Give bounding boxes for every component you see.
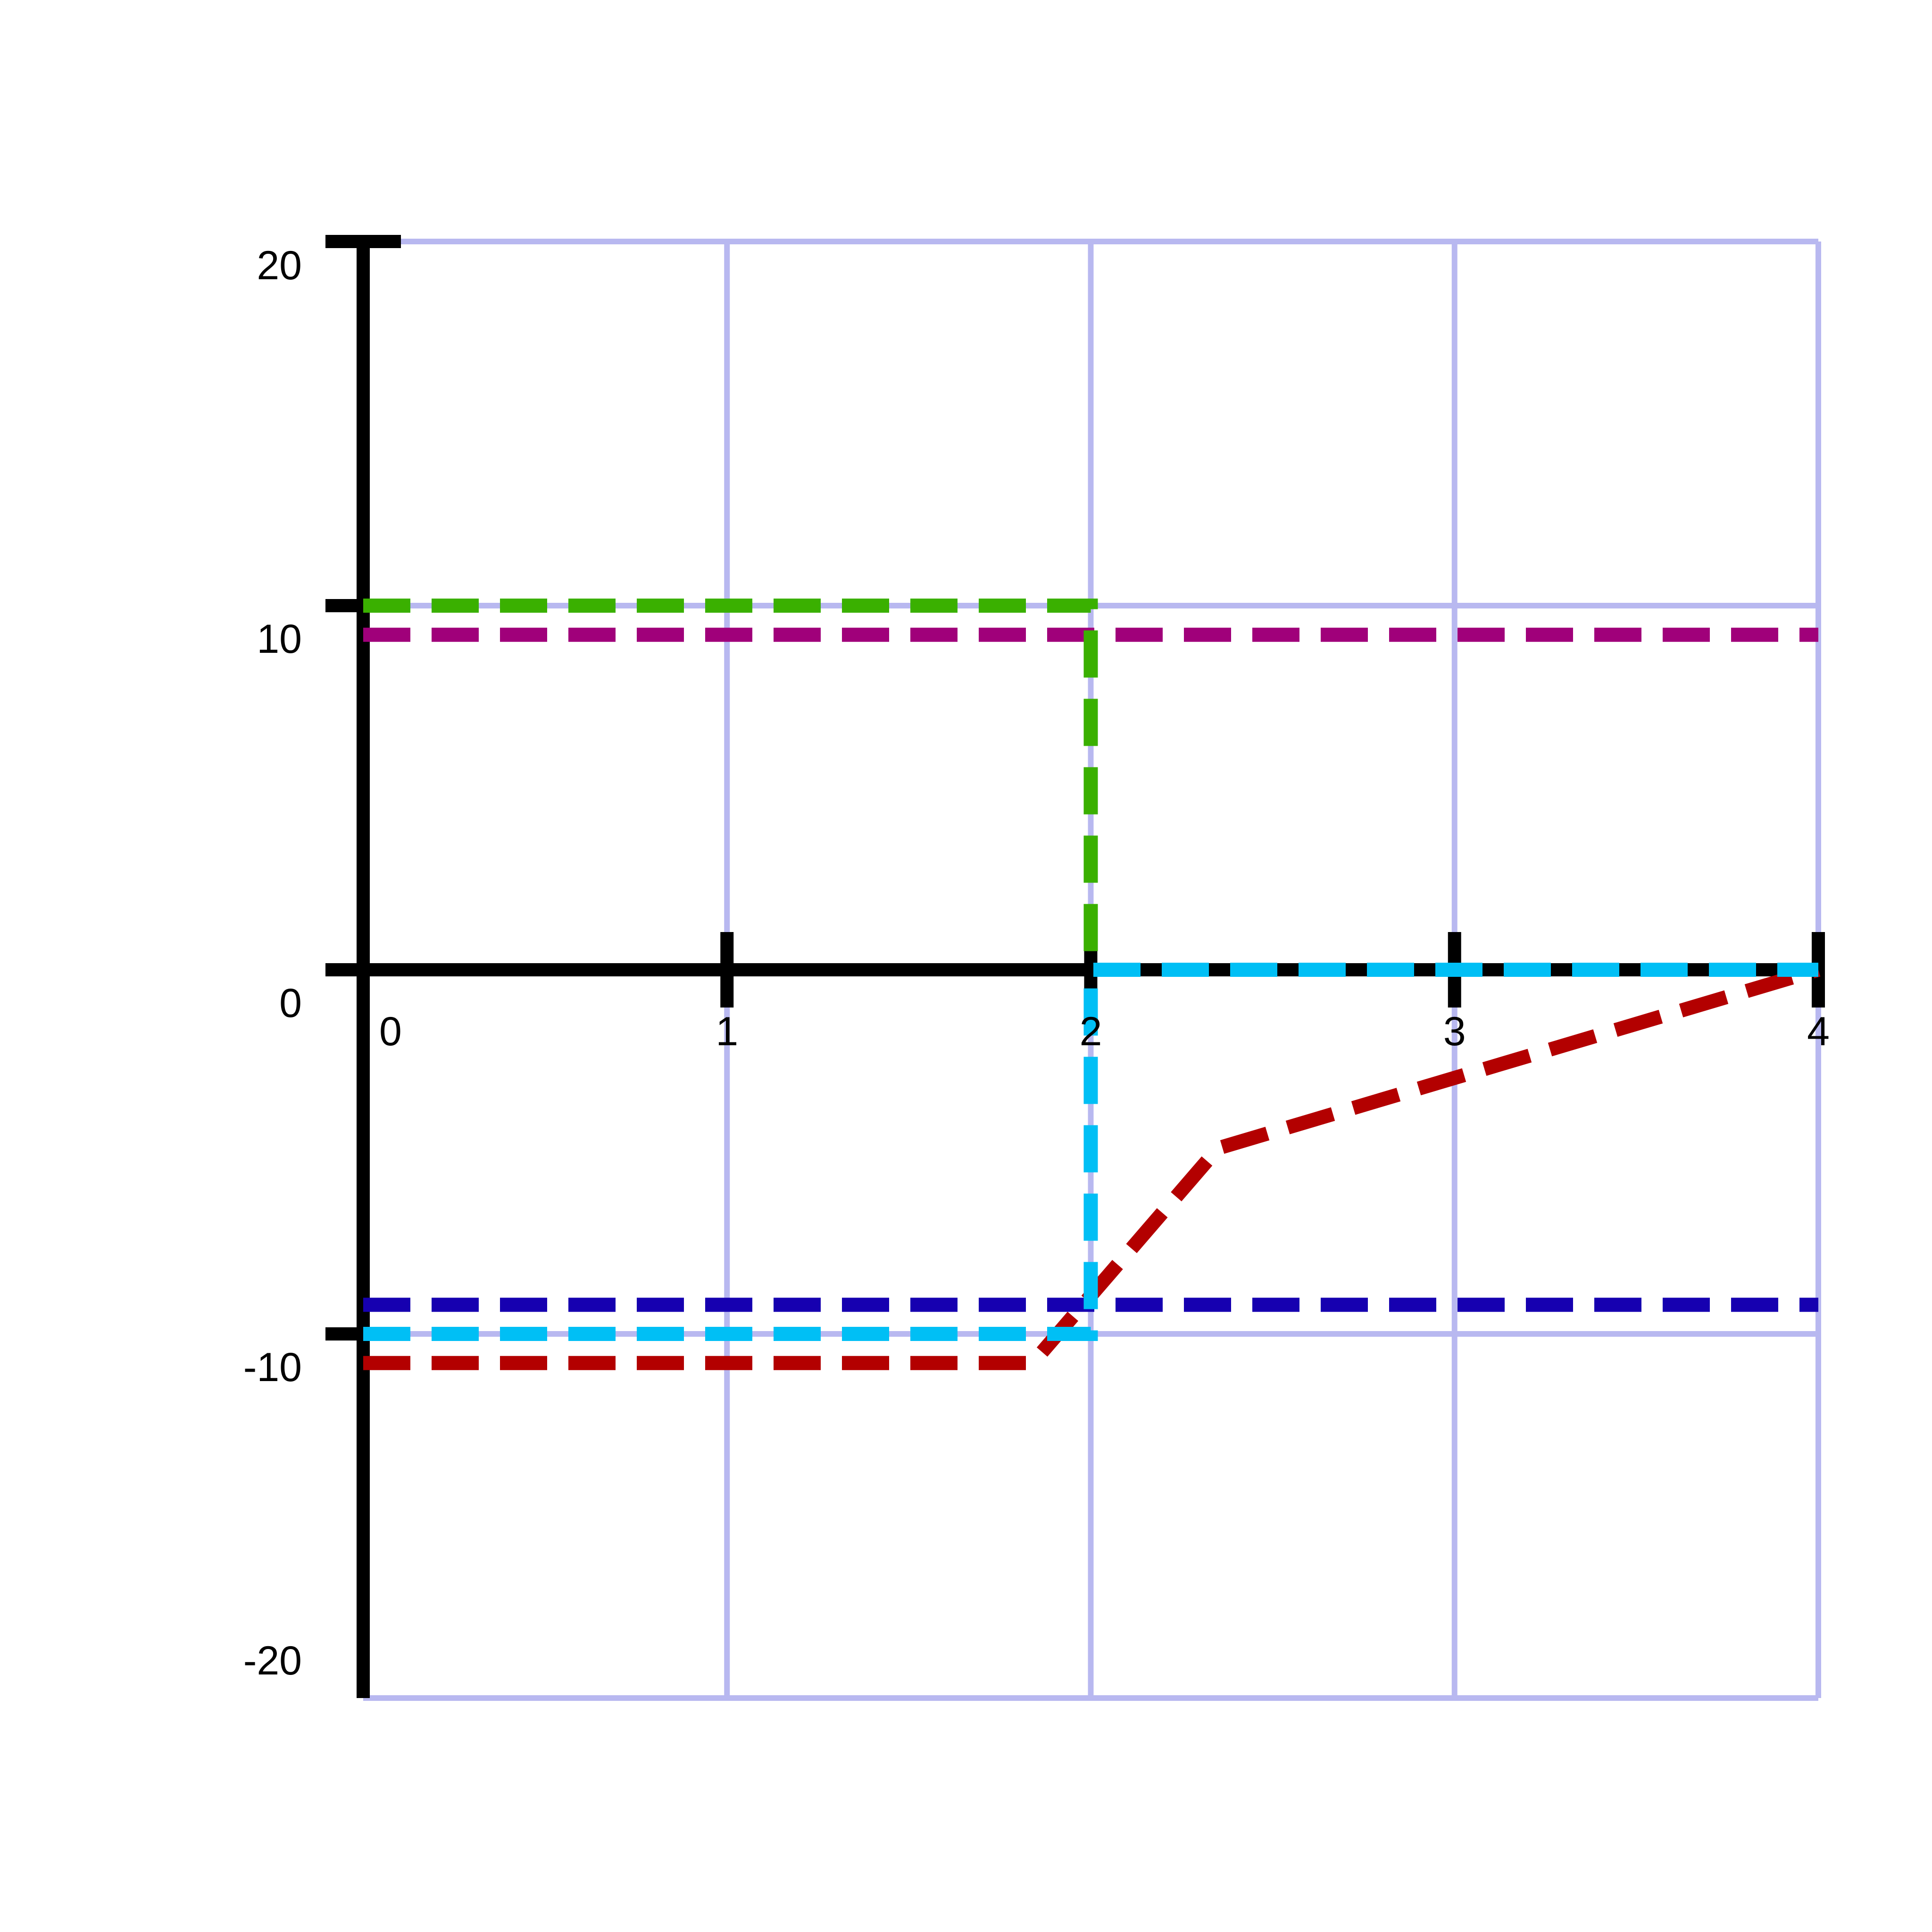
tick-labels: 0 1 2 3 4 -20 -10 0 10 20 [243,243,1830,1683]
x-tick-label-4: 4 [1807,1009,1830,1054]
series-lines [363,599,1821,1370]
y-tick-label--20: -20 [243,1638,302,1683]
y-tick-label-10: 10 [257,616,302,662]
x-tick-label-1: 1 [716,1009,738,1054]
x-tick-label-2: 2 [1080,1009,1102,1054]
series-line-1 [363,963,1821,1370]
y-tick-label--10: -10 [243,1345,302,1390]
axes [325,235,1825,1698]
x-tick-label-0: 0 [379,1009,402,1054]
series-line-5 [363,963,1818,1341]
y-tick-label-0: 0 [279,981,302,1026]
series-line-4 [363,599,1818,977]
x-tick-label-3: 3 [1443,1009,1466,1054]
y-tick-label-20: 20 [257,243,302,288]
